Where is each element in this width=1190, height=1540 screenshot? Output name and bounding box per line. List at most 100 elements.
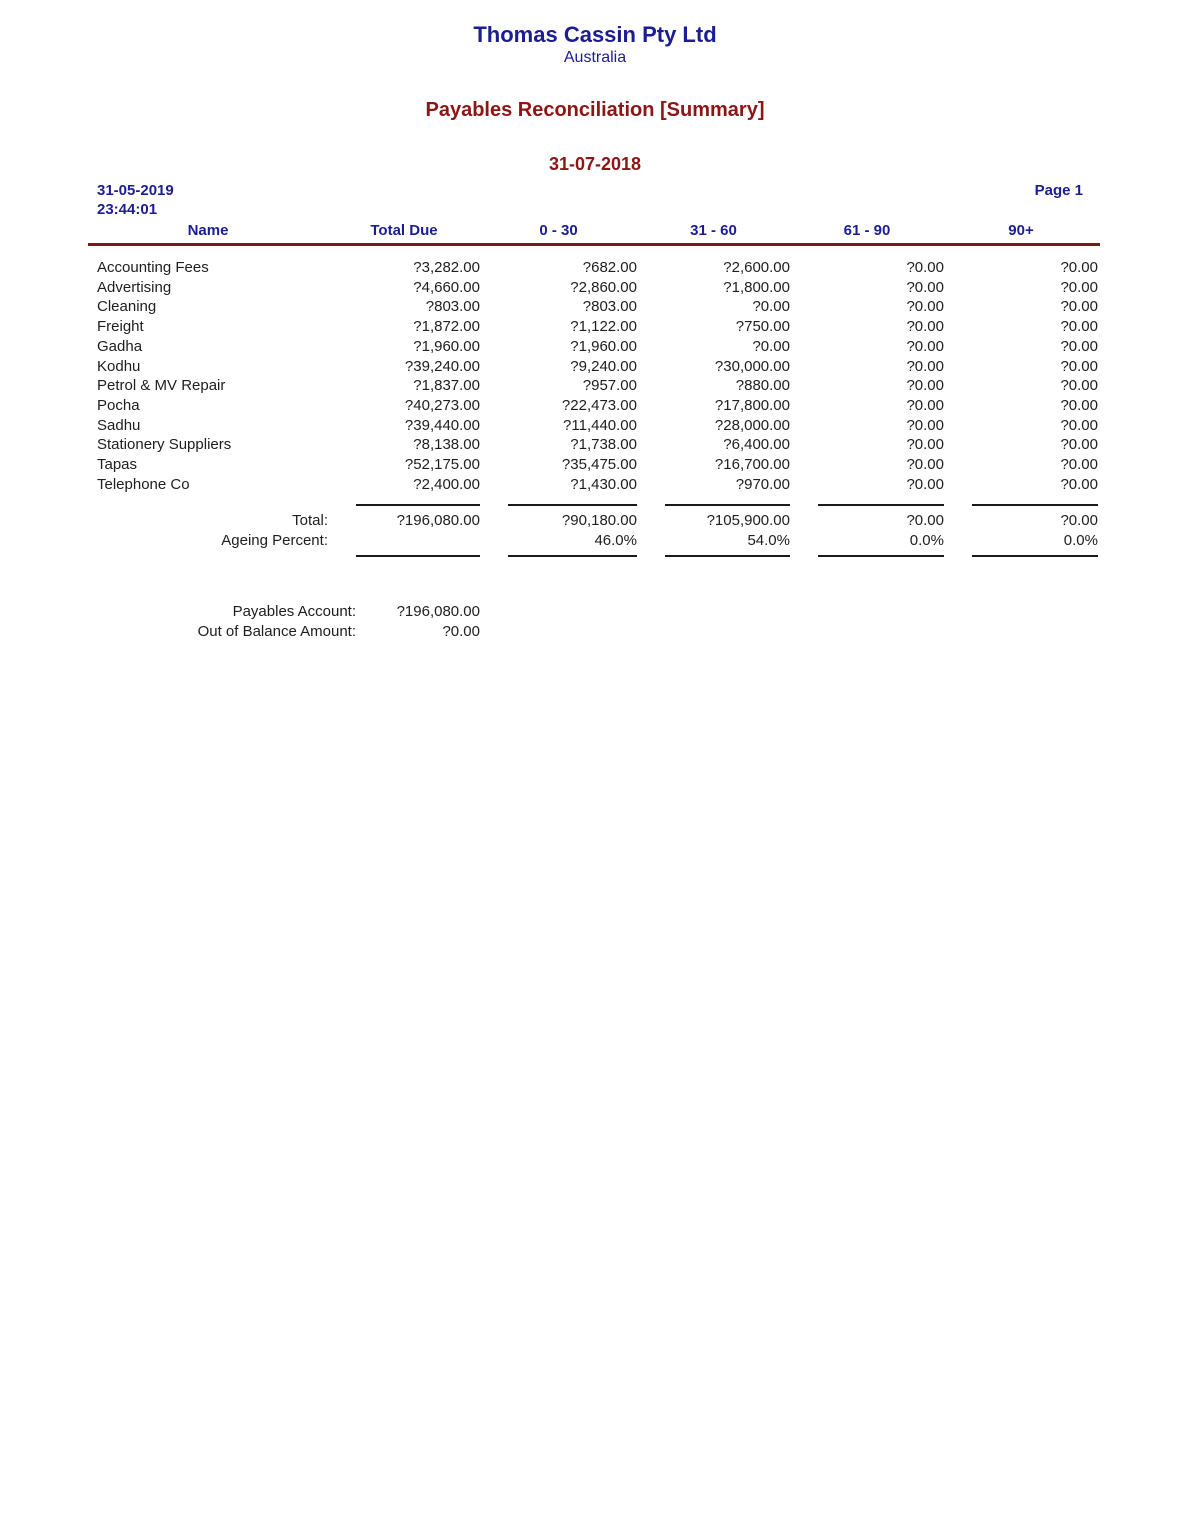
payables-account-value: ?196,080.00 bbox=[396, 602, 480, 620]
row-90-plus: ?0.00 bbox=[1060, 259, 1098, 276]
row-0-30: ?1,960.00 bbox=[570, 337, 637, 355]
column-header-name: Name bbox=[187, 222, 229, 239]
row-0-30: ?803.00 bbox=[582, 298, 637, 316]
payables-account-row: Payables Account: ?196,080.00 bbox=[88, 602, 480, 622]
ageing-90-plus: 0.0% bbox=[1063, 532, 1098, 550]
row-90-plus: ?0.00 bbox=[1060, 475, 1098, 493]
row-total-due: ?2,400.00 bbox=[413, 475, 480, 493]
row-31-60: ?0.00 bbox=[752, 337, 790, 355]
row-name: Advertising bbox=[97, 278, 172, 296]
row-total-due: ?3,282.00 bbox=[413, 259, 480, 276]
out-of-balance-row: Out of Balance Amount: ?0.00 bbox=[88, 622, 480, 642]
report-date: 31-07-2018 bbox=[548, 154, 642, 174]
totals-top-rule bbox=[88, 504, 1098, 511]
generated-date: 31-05-2019 bbox=[97, 182, 174, 199]
row-31-60: ?0.00 bbox=[752, 298, 790, 316]
meta-row: 31-05-2019 23:44:01 Page 1 bbox=[88, 181, 1100, 219]
row-total-due: ?1,960.00 bbox=[413, 337, 480, 355]
ageing-total-due bbox=[328, 531, 480, 551]
column-header-0-30: 0 - 30 bbox=[539, 222, 578, 239]
row-90-plus: ?0.00 bbox=[1060, 337, 1098, 355]
generated-time: 23:44:01 bbox=[97, 201, 158, 218]
row-90-plus: ?0.00 bbox=[1060, 416, 1098, 434]
ageing-61-90: 0.0% bbox=[909, 532, 944, 550]
row-61-90: ?0.00 bbox=[906, 377, 944, 395]
table-row: Tapas ?52,175.00 ?35,475.00 ?16,700.00 ?0.00… bbox=[88, 455, 1098, 475]
page-number: Page 1 bbox=[1034, 182, 1083, 199]
out-of-balance-value: ?0.00 bbox=[442, 622, 480, 640]
row-0-30: ?1,122.00 bbox=[570, 318, 637, 336]
row-name: Accounting Fees bbox=[97, 259, 209, 276]
total-61-90: ?0.00 bbox=[906, 512, 944, 530]
row-61-90: ?0.00 bbox=[906, 475, 944, 493]
row-name: Sadhu bbox=[97, 416, 141, 434]
row-0-30: ?35,475.00 bbox=[561, 456, 637, 474]
row-61-90: ?0.00 bbox=[906, 416, 944, 434]
row-90-plus: ?0.00 bbox=[1060, 377, 1098, 395]
table-row: Freight ?1,872.00 ?1,122.00 ?750.00 ?0.00 ?0.… bbox=[88, 317, 1098, 337]
row-0-30: ?11,440.00 bbox=[563, 416, 637, 434]
total-row: Total: ?196,080.00 ?90,180.00 ?105,900.0… bbox=[88, 511, 1098, 531]
row-31-60: ?6,400.00 bbox=[723, 436, 790, 454]
table-row: Cleaning ?803.00 ?803.00 ?0.00 ?0.00 ?0.00 bbox=[88, 297, 1098, 317]
table-row: Stationery Suppliers ?8,138.00 ?1,738.00 ?6… bbox=[88, 435, 1098, 455]
total-total-due: ?196,080.00 bbox=[396, 512, 480, 530]
row-total-due: ?40,273.00 bbox=[404, 396, 480, 414]
row-0-30: ?9,240.00 bbox=[570, 357, 637, 375]
row-name: Tapas bbox=[97, 456, 138, 474]
row-90-plus: ?0.00 bbox=[1060, 318, 1098, 336]
row-90-plus: ?0.00 bbox=[1060, 357, 1098, 375]
row-total-due: ?39,440.00 bbox=[404, 416, 480, 434]
row-31-60: ?16,700.00 bbox=[714, 456, 790, 474]
row-61-90: ?0.00 bbox=[906, 259, 944, 276]
row-name: Stationery Suppliers bbox=[97, 436, 232, 454]
company-country: Australia bbox=[563, 49, 627, 66]
ageing-0-30: 46.0% bbox=[594, 532, 637, 550]
total-0-30: ?90,180.00 bbox=[561, 512, 637, 530]
column-header-total-due: Total Due bbox=[370, 222, 438, 239]
header-rule bbox=[88, 243, 1100, 246]
row-total-due: ?803.00 bbox=[425, 298, 480, 316]
rule-segment bbox=[818, 504, 944, 507]
balance-summary: Payables Account: ?196,080.00 Out of Bal… bbox=[88, 602, 1100, 641]
row-name: Telephone Co bbox=[97, 475, 190, 493]
rule-segment bbox=[818, 554, 944, 557]
row-name: Petrol & MV Repair bbox=[97, 377, 226, 395]
row-total-due: ?4,660.00 bbox=[413, 278, 480, 296]
payables-account-label: Payables Account: bbox=[232, 602, 356, 620]
ageing-percent-label: Ageing Percent: bbox=[221, 532, 328, 550]
row-31-60: ?750.00 bbox=[735, 318, 790, 336]
report-title: Payables Reconciliation [Summary] bbox=[425, 99, 765, 121]
total-label: Total: bbox=[292, 512, 328, 530]
row-61-90: ?0.00 bbox=[906, 436, 944, 454]
rule-segment bbox=[665, 554, 790, 557]
table-row: Sadhu ?39,440.00 ?11,440.00 ?28,000.00 ?0.00… bbox=[88, 416, 1098, 436]
row-name: Kodhu bbox=[97, 357, 141, 375]
row-61-90: ?0.00 bbox=[906, 357, 944, 375]
table-row: Kodhu ?39,240.00 ?9,240.00 ?30,000.00 ?0.00?… bbox=[88, 357, 1098, 377]
row-61-90: ?0.00 bbox=[906, 396, 944, 414]
table-row: Advertising ?4,660.00 ?2,860.00 ?1,800.00 ?0… bbox=[88, 278, 1098, 298]
column-header-90-plus: 90+ bbox=[1008, 222, 1034, 239]
rule-segment bbox=[665, 504, 790, 507]
row-61-90: ?0.00 bbox=[906, 318, 944, 336]
total-31-60: ?105,900.00 bbox=[706, 512, 790, 530]
row-total-due: ?8,138.00 bbox=[413, 436, 480, 454]
row-name: Freight bbox=[97, 318, 144, 336]
rule-segment bbox=[356, 504, 480, 507]
row-0-30: ?1,738.00 bbox=[570, 436, 637, 454]
row-90-plus: ?0.00 bbox=[1060, 396, 1098, 414]
row-90-plus: ?0.00 bbox=[1060, 298, 1098, 316]
rule-segment bbox=[356, 554, 480, 557]
column-header-61-90: 61 - 90 bbox=[843, 222, 891, 239]
row-name: Cleaning bbox=[97, 298, 157, 316]
table-body: Accounting Fees ?3,282.00 ?682.00 ?2,600.00… bbox=[88, 246, 1100, 494]
row-total-due: ?39,240.00 bbox=[404, 357, 480, 375]
row-61-90: ?0.00 bbox=[906, 298, 944, 316]
table-row: Petrol & MV Repair ?1,837.00 ?957.00 ?880.0… bbox=[88, 376, 1098, 396]
total-90-plus: ?0.00 bbox=[1060, 512, 1098, 530]
ageing-percent-row: Ageing Percent: 46.0% 54.0% 0.0% 0.0% bbox=[88, 531, 1098, 551]
row-90-plus: ?0.00 bbox=[1060, 436, 1098, 454]
generated-timestamp: 31-05-2019 23:44:01 bbox=[97, 181, 174, 219]
